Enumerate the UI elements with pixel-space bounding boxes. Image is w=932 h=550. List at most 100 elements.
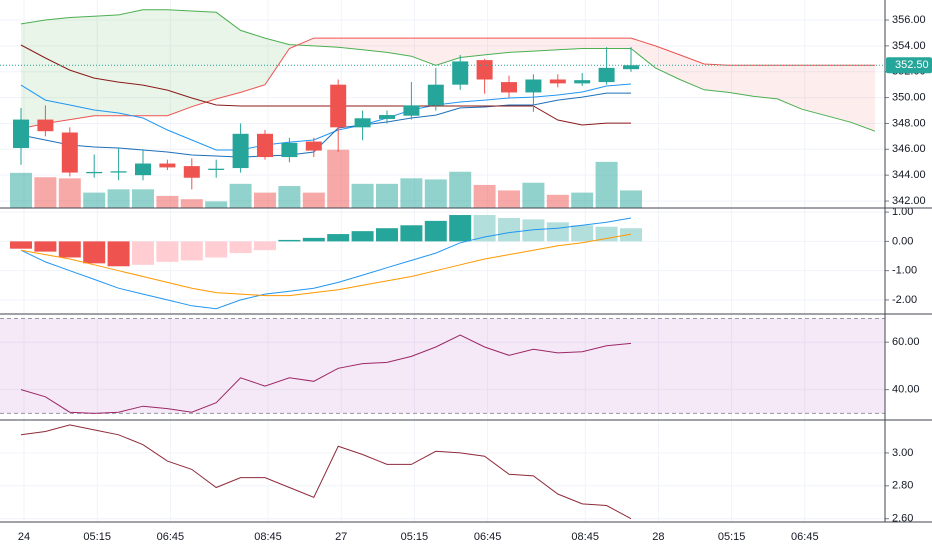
candle-body: [110, 171, 127, 173]
histogram-bar: [546, 222, 569, 242]
cloud-fill: [631, 38, 656, 68]
volume-bar: [595, 161, 618, 208]
candle-body: [135, 163, 151, 176]
indicator-line: [20, 334, 632, 414]
cloud-fill: [826, 65, 851, 123]
cloud-fill: [435, 38, 461, 66]
candle-body: [354, 118, 371, 128]
candle-body: [525, 79, 542, 93]
candle-body: [501, 82, 517, 93]
cloud-fill: [143, 9, 168, 116]
y-tick-label: 2.60: [892, 513, 913, 525]
histogram-bar: [58, 241, 81, 258]
volume-bar: [34, 177, 57, 208]
indicator-line: [20, 9, 876, 132]
histogram-bar: [229, 241, 252, 254]
histogram-bar: [424, 220, 447, 242]
candle-body: [281, 142, 298, 158]
cloud-fill: [679, 54, 705, 90]
x-tick-label: 05:15: [718, 531, 746, 543]
volume-bar: [229, 183, 252, 208]
volume-bar: [546, 194, 569, 208]
volume-bar: [424, 179, 447, 208]
indicator-line: [20, 83, 632, 151]
candle-body: [183, 166, 200, 178]
y-tick-label: 1.00: [892, 206, 913, 218]
candle-body: [330, 84, 347, 128]
y-tick-label: 350.00: [892, 92, 926, 104]
cloud-fill: [216, 12, 241, 99]
candle-body: [403, 105, 420, 116]
cloud-fill: [753, 65, 778, 99]
volume-bar: [278, 186, 301, 208]
volume-bar: [302, 192, 325, 208]
cloud-fill: [606, 38, 631, 49]
indicator-line: [20, 92, 631, 158]
y-tick-label: 40.00: [892, 384, 920, 396]
cloud-fill: [704, 63, 729, 93]
histogram-bar: [376, 228, 398, 242]
histogram-bar: [302, 237, 325, 242]
x-tick-label: 08:45: [254, 531, 282, 543]
cloud-fill: [338, 38, 363, 50]
candle-body: [305, 141, 322, 151]
x-tick-label: 08:45: [571, 531, 599, 543]
volume-bar: [156, 195, 179, 208]
histogram-bar: [522, 219, 545, 242]
candle-body: [427, 84, 444, 106]
cloud-fill: [362, 38, 387, 53]
histogram-bar: [107, 241, 130, 267]
candle-body: [61, 132, 78, 173]
histogram-bar: [473, 215, 496, 242]
cloud-fill: [850, 65, 875, 132]
volume-bar: [498, 190, 520, 208]
histogram-bar: [327, 234, 350, 242]
histogram-bar: [449, 215, 472, 242]
candle-body: [37, 119, 54, 132]
volume-bar: [400, 178, 423, 208]
histogram-bar: [400, 225, 423, 242]
volume-bar: [10, 172, 32, 208]
histogram-bar: [83, 241, 106, 264]
cloud-fill: [94, 14, 119, 116]
volume-bar: [327, 149, 350, 208]
candle-body: [379, 115, 395, 119]
x-tick-label: 27: [335, 531, 347, 543]
histogram-bar: [34, 241, 57, 252]
cloud-fill: [387, 38, 412, 57]
cloud-fill: [728, 65, 753, 97]
candle-body: [86, 171, 103, 174]
volume-bar: [449, 171, 472, 208]
volume-bar: [83, 192, 106, 208]
histogram-bar: [595, 226, 618, 242]
histogram-bar: [10, 241, 32, 249]
cloud-fill: [240, 30, 265, 93]
cloud-fill: [118, 9, 143, 116]
cloud-fill: [655, 45, 680, 80]
histogram-bar: [498, 217, 520, 242]
cloud-fill: [533, 38, 558, 52]
volume-bar: [132, 189, 154, 208]
histogram-bar: [278, 239, 301, 242]
y-tick-label: 348.00: [892, 117, 926, 129]
cloud-fill: [557, 38, 583, 50]
indicator-line: [20, 424, 632, 520]
x-tick-label: 06:45: [474, 531, 502, 543]
candle-body: [257, 133, 273, 158]
x-tick-label: 06:45: [157, 531, 185, 543]
volume-bar: [620, 190, 642, 208]
histogram-bar: [132, 241, 154, 265]
candle-body: [476, 60, 493, 80]
x-tick-label: 05:15: [83, 531, 111, 543]
volume-bar: [180, 199, 203, 208]
volume-bar: [571, 192, 594, 208]
histogram-bar: [620, 228, 642, 242]
candle-body: [623, 65, 639, 70]
last-price-label: 352.50: [895, 59, 929, 71]
y-tick-label: 346.00: [892, 143, 926, 155]
volume-bar: [473, 184, 496, 208]
indicator-line: [20, 44, 631, 126]
histogram-bar: [571, 225, 594, 242]
